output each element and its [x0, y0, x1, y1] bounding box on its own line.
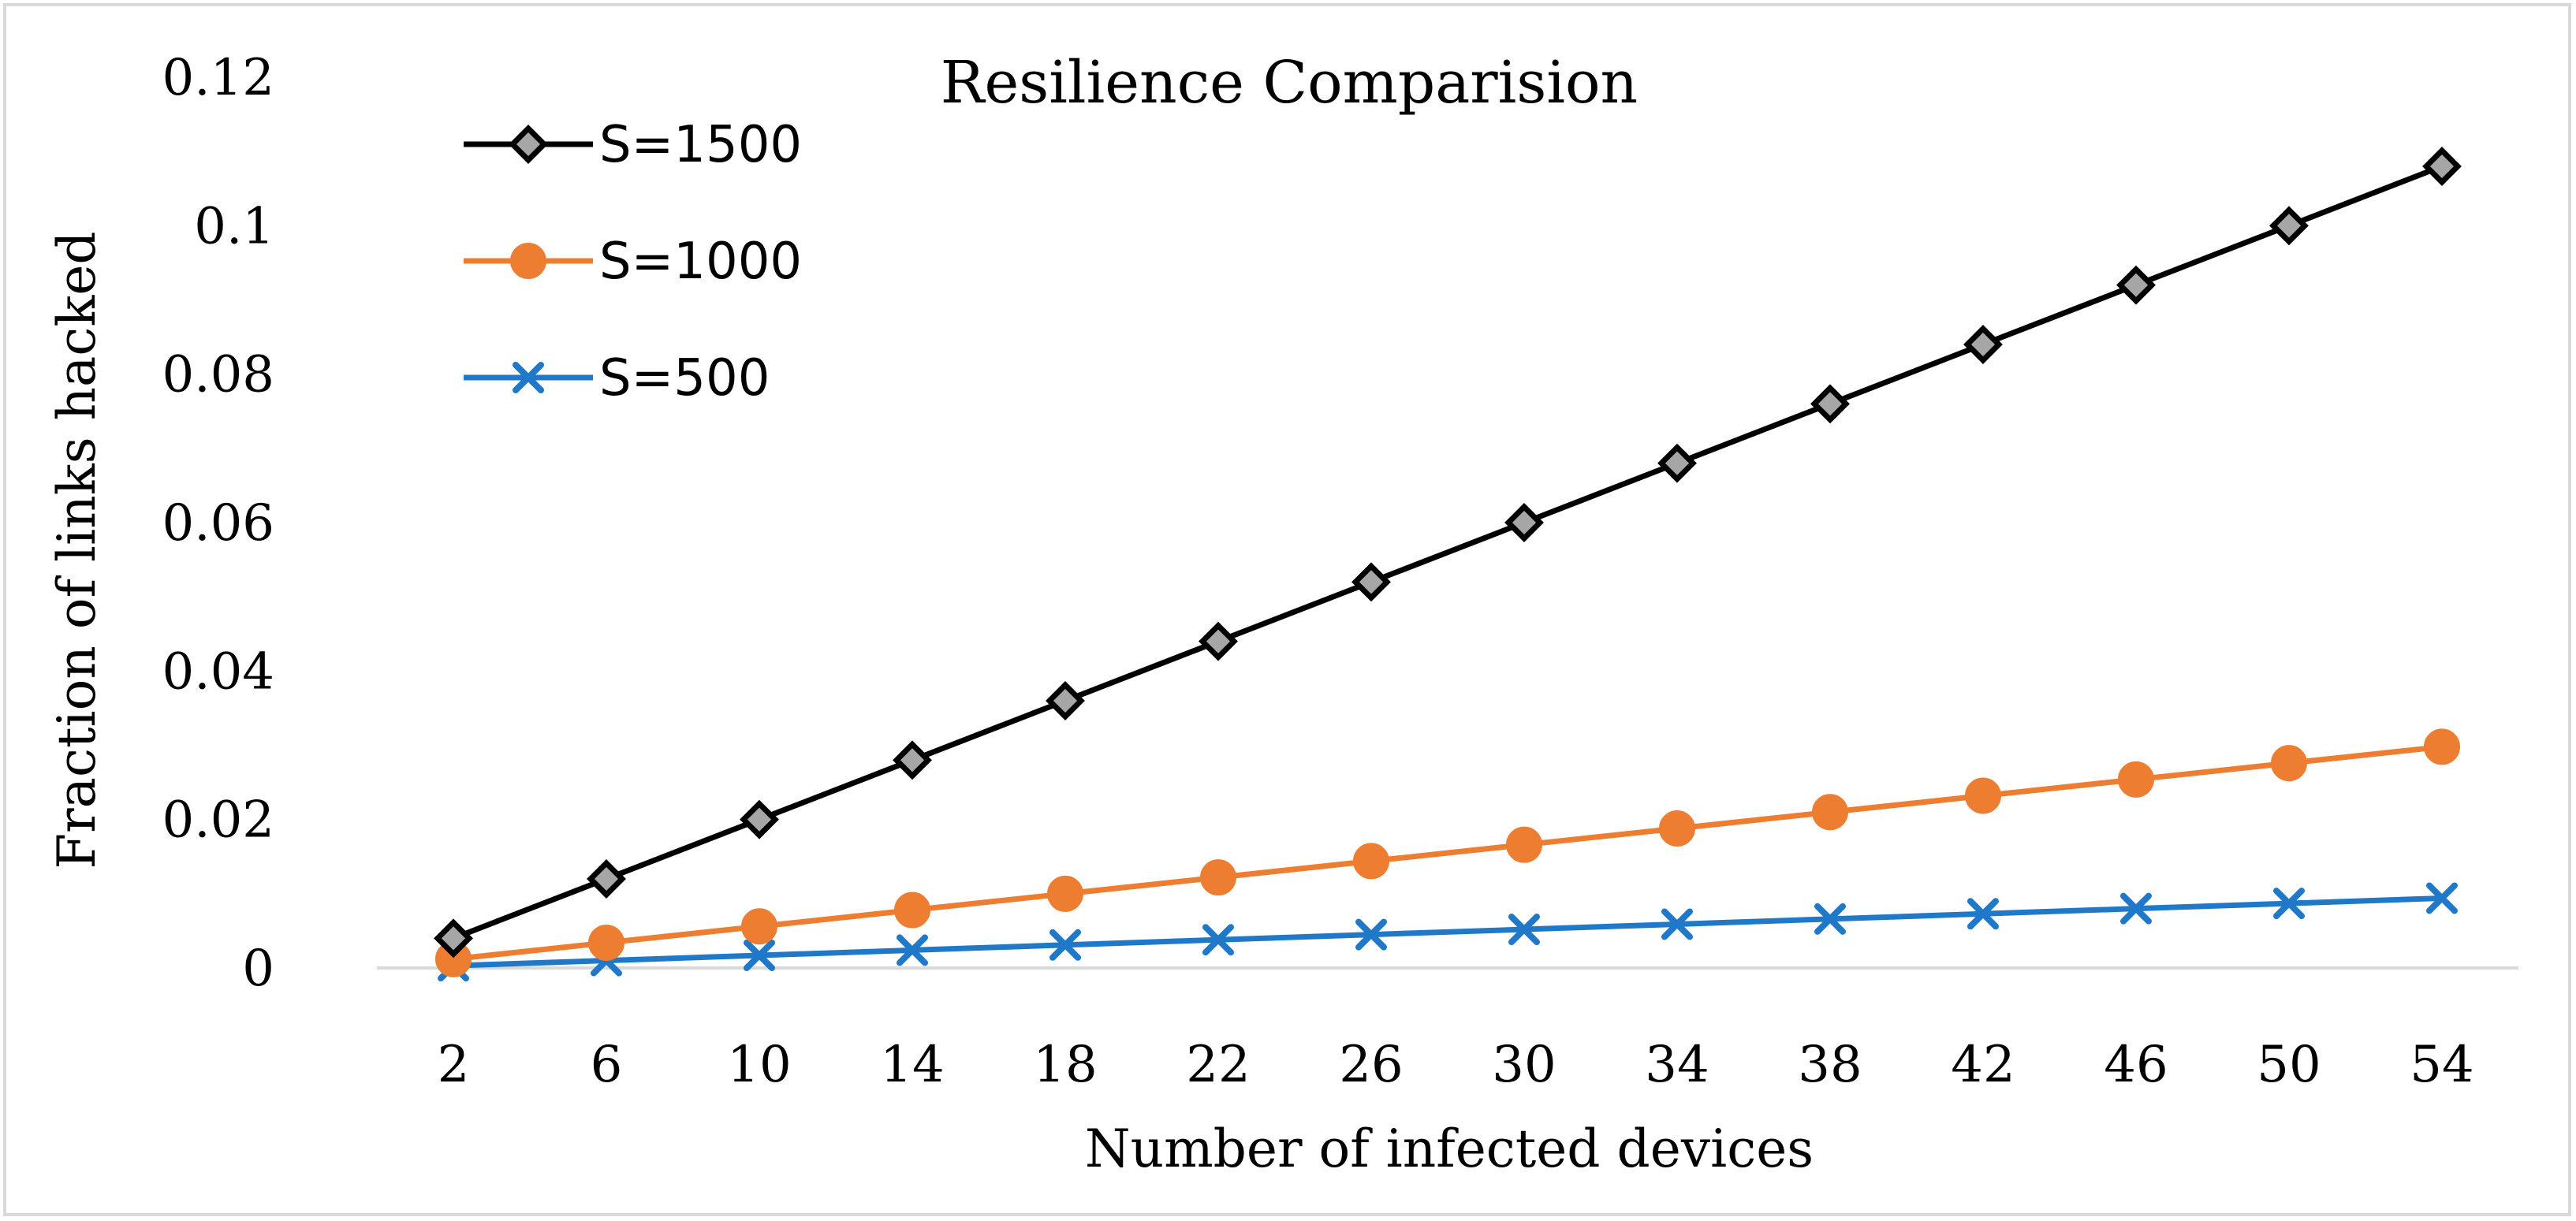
data-point-s-500-stroke: [1967, 898, 1999, 930]
x-tick-label: 46: [2104, 1036, 2168, 1094]
x-tick-label: 14: [880, 1036, 944, 1094]
data-point-s-500-stroke: [1202, 924, 1234, 956]
data-point-s-500: [1814, 903, 1846, 935]
data-point-s-1000: [894, 892, 930, 929]
data-point-s-1000: [741, 908, 777, 945]
data-point-s-1000: [1965, 777, 2001, 814]
data-point-s-500-stroke: [744, 939, 775, 971]
data-point-s-1500: [1504, 503, 1544, 542]
legend-marker: [513, 362, 544, 393]
data-point-s-500-stroke: [1661, 908, 1693, 940]
data-point-s-500-stroke: [897, 934, 928, 966]
data-point-s-1500: [1963, 325, 2003, 364]
data-point-s-500: [1202, 924, 1234, 956]
data-point-s-1500: [1810, 384, 1850, 424]
legend-item-s-1500: S=1500: [464, 116, 802, 174]
data-point-s-500-stroke: [2426, 882, 2458, 914]
x-tick-label: 38: [1798, 1036, 1862, 1094]
x-tick-label: 6: [591, 1036, 623, 1094]
data-point-s-1500: [2116, 265, 2156, 305]
data-point-s-500-stroke: [2273, 888, 2305, 920]
data-point-s-500: [1355, 918, 1387, 951]
data-point-s-1500: [434, 918, 473, 959]
data-point-s-1500: [1351, 562, 1391, 602]
data-point-s-1500: [893, 740, 932, 780]
data-point-s-500: [897, 934, 928, 966]
data-point-s-1500: [740, 799, 779, 839]
data-point-s-500: [1049, 929, 1081, 961]
x-tick-label: 10: [727, 1036, 791, 1094]
x-axis-ticks: 2 6 10 14 18 22 26 30 34 38 42 46 50 54: [438, 1036, 2474, 1094]
series-group: [434, 147, 2462, 982]
series-s-1000: [435, 728, 2460, 977]
legend-marker: [509, 125, 548, 164]
legend-label: S=1500: [599, 116, 802, 174]
data-point-s-1000: [1812, 794, 1848, 831]
data-point-s-500-stroke: [1355, 918, 1387, 951]
data-point-s-500: [1967, 898, 1999, 930]
x-tick-label: 2: [438, 1036, 470, 1094]
data-point-s-1000: [1047, 875, 1083, 912]
series-line-s-500: [453, 895, 2443, 969]
data-point-s-500: [1661, 908, 1693, 940]
y-tick-label: 0.08: [162, 346, 275, 404]
x-tick-label: 34: [1645, 1036, 1709, 1094]
y-tick-label: 0.02: [162, 791, 275, 850]
x-axis-label: Number of infected devices: [1085, 1119, 1814, 1179]
data-point-s-1500: [587, 859, 626, 899]
data-point-s-1000: [1200, 859, 1236, 896]
x-tick-label: 50: [2257, 1036, 2321, 1094]
legend: S=1500 S=1000 S=500: [464, 116, 802, 408]
data-point-s-1000: [588, 924, 624, 961]
data-point-s-1000: [2424, 728, 2460, 765]
data-point-s-500-stroke: [1814, 903, 1846, 935]
series-s-500: [438, 882, 2458, 982]
legend-item-s-500: S=500: [464, 349, 770, 408]
legend-marker-stroke: [513, 362, 544, 393]
data-point-s-500: [1508, 914, 1540, 946]
chart-frame: Resilience Comparision Fraction of links…: [3, 3, 2571, 1216]
legend-marker: [510, 243, 546, 279]
series-line-s-1000: [453, 743, 2443, 962]
data-point-s-1500: [2422, 147, 2462, 186]
x-tick-label: 22: [1186, 1036, 1250, 1094]
x-tick-label: 42: [1951, 1036, 2015, 1094]
data-point-s-500: [2273, 888, 2305, 920]
data-point-s-1500: [2269, 206, 2309, 246]
data-point-s-500: [2426, 882, 2458, 914]
y-axis: 0 0.02 0.04 0.06 0.08 0.1 0.12: [162, 49, 275, 998]
data-point-s-1500: [1046, 681, 1085, 720]
y-tick-label: 0.12: [162, 49, 275, 107]
series-s-1500: [434, 147, 2462, 959]
data-point-s-1000: [2271, 745, 2307, 782]
data-point-s-1000: [1659, 810, 1695, 847]
legend-item-s-1000: S=1000: [464, 233, 802, 291]
y-axis-label: Fraction of links hacked: [47, 231, 107, 869]
chart-title: Resilience Comparision: [941, 49, 1638, 117]
data-point-s-500-stroke: [1508, 914, 1540, 946]
legend-label: S=500: [599, 349, 770, 408]
data-point-s-500: [2120, 892, 2152, 925]
x-tick-label: 18: [1033, 1036, 1097, 1094]
data-point-s-500-stroke: [1049, 929, 1081, 961]
line-chart: Resilience Comparision Fraction of links…: [47, 49, 2518, 1179]
series-line-s-1500: [452, 163, 2444, 941]
y-tick-label: 0.1: [194, 197, 274, 255]
legend-label: S=1000: [599, 233, 802, 291]
data-point-s-1500: [1199, 621, 1238, 661]
data-point-s-500-stroke: [2120, 892, 2152, 925]
x-tick-label: 54: [2410, 1036, 2473, 1094]
data-point-s-1000: [1506, 826, 1542, 863]
y-tick-label: 0: [242, 940, 274, 998]
data-point-s-1000: [2118, 761, 2154, 798]
data-point-s-500: [744, 939, 775, 971]
x-tick-label: 26: [1339, 1036, 1403, 1094]
data-point-s-1000: [1353, 843, 1389, 880]
y-tick-label: 0.04: [162, 642, 275, 701]
y-tick-label: 0.06: [162, 494, 275, 553]
x-tick-label: 30: [1492, 1036, 1556, 1094]
data-point-s-1500: [1657, 443, 1697, 483]
